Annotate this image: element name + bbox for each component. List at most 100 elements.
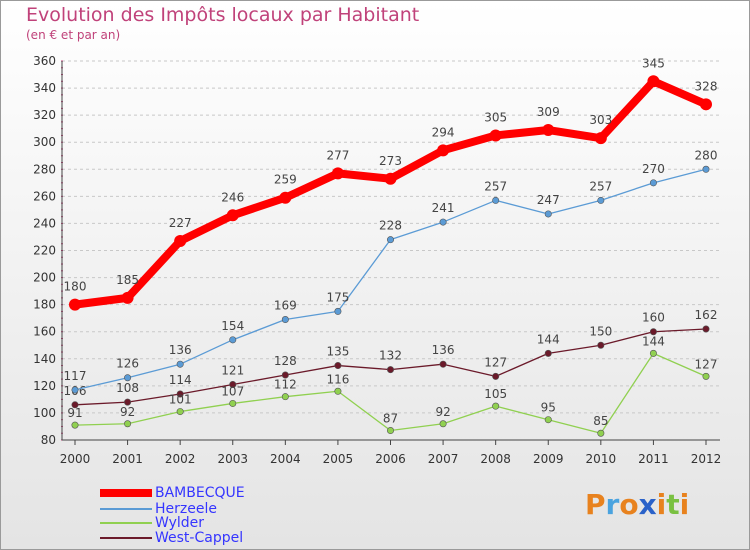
y-tick-label: 360 bbox=[33, 54, 56, 68]
data-point-herzeele bbox=[176, 360, 184, 368]
y-tick-label: 80 bbox=[41, 433, 56, 447]
logo-letter: o bbox=[619, 488, 639, 521]
logo-letter: P bbox=[585, 488, 606, 521]
data-label-west-cappel: 160 bbox=[642, 311, 665, 325]
data-label-herzeele: 280 bbox=[695, 148, 718, 162]
data-point-herzeele bbox=[649, 179, 657, 187]
data-label-west-cappel: 114 bbox=[169, 373, 192, 387]
data-label-bambecque: 328 bbox=[695, 79, 718, 93]
data-label-west-cappel: 136 bbox=[432, 343, 455, 357]
data-label-west-cappel: 127 bbox=[484, 355, 507, 369]
legend-label: Herzeele bbox=[155, 501, 217, 517]
data-label-bambecque: 259 bbox=[274, 173, 297, 187]
x-tick-label: 2009 bbox=[533, 452, 564, 466]
data-label-herzeele: 257 bbox=[589, 179, 612, 193]
data-point-wylder bbox=[544, 416, 552, 424]
data-point-wylder bbox=[702, 372, 710, 380]
data-point-bambecque bbox=[226, 209, 239, 222]
x-tick-label: 2000 bbox=[60, 452, 91, 466]
legend-item: Wylder bbox=[100, 515, 204, 531]
data-label-west-cappel: 121 bbox=[221, 364, 244, 378]
legend-swatch bbox=[100, 522, 152, 524]
data-point-west-cappel bbox=[492, 372, 500, 380]
data-point-bambecque bbox=[121, 291, 134, 304]
x-tick-label: 2010 bbox=[586, 452, 617, 466]
x-tick-label: 2008 bbox=[480, 452, 511, 466]
data-point-bambecque bbox=[331, 167, 344, 180]
data-label-bambecque: 303 bbox=[589, 113, 612, 127]
data-label-herzeele: 169 bbox=[274, 299, 297, 313]
data-point-herzeele bbox=[124, 374, 132, 382]
data-point-herzeele bbox=[544, 210, 552, 218]
data-label-wylder: 91 bbox=[67, 406, 82, 420]
legend-label: Wylder bbox=[155, 515, 205, 531]
x-tick-label: 2004 bbox=[270, 452, 301, 466]
data-label-wylder: 107 bbox=[221, 384, 244, 398]
data-label-west-cappel: 162 bbox=[695, 308, 718, 322]
data-point-wylder bbox=[124, 420, 132, 428]
y-tick-label: 200 bbox=[33, 271, 56, 285]
logo-letter: r bbox=[605, 488, 620, 521]
data-point-west-cappel bbox=[229, 381, 237, 389]
data-point-bambecque bbox=[647, 75, 660, 88]
x-tick-label: 2005 bbox=[323, 452, 354, 466]
data-label-herzeele: 228 bbox=[379, 219, 402, 233]
data-point-west-cappel bbox=[334, 362, 342, 370]
data-label-west-cappel: 150 bbox=[589, 324, 612, 338]
data-point-west-cappel bbox=[124, 398, 132, 406]
data-label-bambecque: 277 bbox=[326, 148, 349, 162]
legend-swatch bbox=[100, 508, 152, 510]
proxiti-logo: Proxiti bbox=[585, 488, 689, 521]
data-point-wylder bbox=[386, 427, 394, 435]
data-label-wylder: 95 bbox=[541, 401, 556, 415]
x-tick-label: 2011 bbox=[638, 452, 669, 466]
data-point-wylder bbox=[334, 387, 342, 395]
data-point-wylder bbox=[281, 393, 289, 401]
data-point-herzeele bbox=[229, 336, 237, 344]
data-point-bambecque bbox=[69, 298, 81, 311]
y-tick-label: 320 bbox=[33, 108, 56, 122]
x-tick-label: 2006 bbox=[375, 452, 406, 466]
data-label-herzeele: 154 bbox=[221, 319, 244, 333]
data-point-bambecque bbox=[700, 98, 712, 111]
data-point-west-cappel bbox=[439, 360, 447, 368]
legend-item: BAMBECQUE bbox=[100, 485, 245, 501]
legend-item: West-Cappel bbox=[100, 530, 243, 546]
data-label-bambecque: 294 bbox=[432, 125, 455, 139]
y-tick-label: 340 bbox=[33, 81, 56, 95]
legend-swatch bbox=[100, 537, 152, 539]
x-tick-label: 2001 bbox=[112, 452, 143, 466]
data-point-bambecque bbox=[437, 144, 450, 157]
data-label-bambecque: 246 bbox=[221, 190, 244, 204]
y-tick-label: 100 bbox=[33, 406, 56, 420]
data-point-wylder bbox=[439, 420, 447, 428]
x-tick-label: 2002 bbox=[165, 452, 196, 466]
data-label-herzeele: 126 bbox=[116, 357, 139, 371]
data-point-herzeele bbox=[492, 196, 500, 204]
data-label-wylder: 92 bbox=[435, 405, 450, 419]
data-label-wylder: 87 bbox=[383, 412, 398, 426]
y-tick-label: 240 bbox=[33, 216, 56, 230]
data-label-wylder: 92 bbox=[120, 405, 135, 419]
chart-title: Evolution des Impôts locaux par Habitant bbox=[26, 4, 420, 26]
data-label-west-cappel: 135 bbox=[326, 345, 349, 359]
logo-letter: t bbox=[666, 488, 680, 521]
logo-letter: x bbox=[638, 488, 657, 521]
data-label-bambecque: 185 bbox=[116, 273, 139, 287]
data-label-bambecque: 345 bbox=[642, 56, 665, 70]
y-tick-label: 260 bbox=[33, 189, 56, 203]
x-tick-label: 2007 bbox=[428, 452, 459, 466]
data-label-bambecque: 309 bbox=[537, 105, 560, 119]
data-point-wylder bbox=[597, 429, 605, 437]
data-point-west-cappel bbox=[386, 366, 394, 374]
y-tick-label: 280 bbox=[33, 162, 56, 176]
x-tick-label: 2003 bbox=[217, 452, 248, 466]
data-point-west-cappel bbox=[702, 325, 710, 333]
x-tick-label: 2012 bbox=[691, 452, 722, 466]
y-tick-label: 220 bbox=[33, 244, 56, 258]
legend-label: BAMBECQUE bbox=[155, 485, 245, 501]
data-point-herzeele bbox=[439, 218, 447, 226]
data-label-west-cappel: 144 bbox=[537, 332, 560, 346]
data-point-wylder bbox=[649, 349, 657, 357]
data-label-west-cappel: 128 bbox=[274, 354, 297, 368]
